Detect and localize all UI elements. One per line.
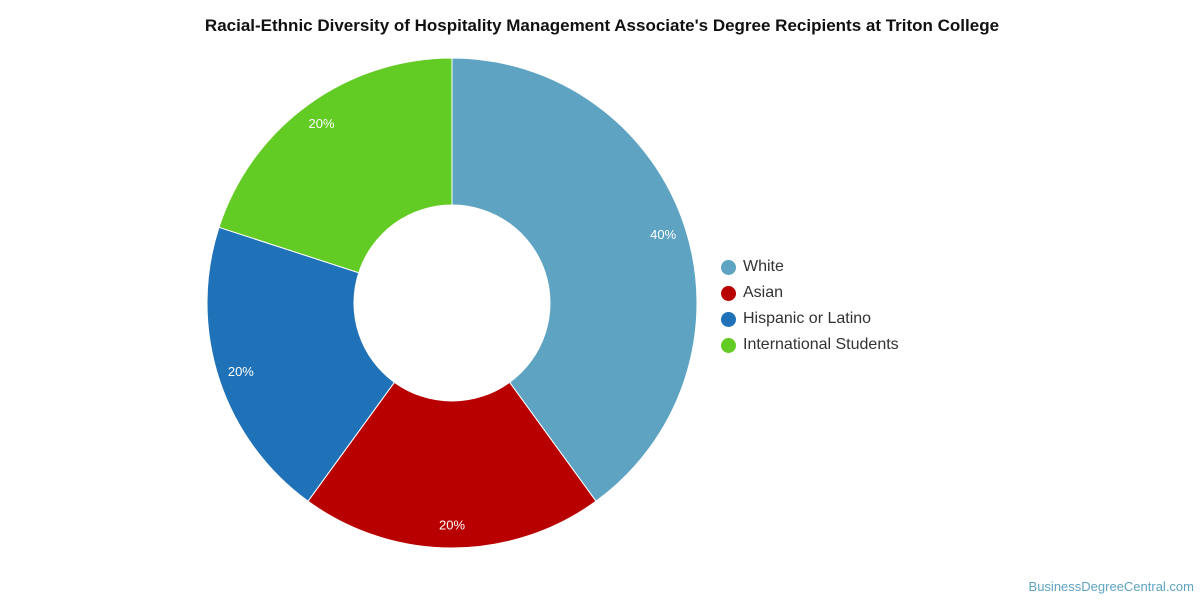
legend-item[interactable]: White xyxy=(721,254,899,280)
legend: White Asian Hispanic or Latino Internationa… xyxy=(721,254,899,358)
slice-label: 20% xyxy=(308,116,334,131)
slice-asian[interactable] xyxy=(307,381,597,549)
legend-swatch xyxy=(721,311,736,327)
slice-international-students[interactable] xyxy=(218,57,453,274)
legend-swatch xyxy=(721,285,736,301)
slice-hispanic-or-latino[interactable] xyxy=(206,226,396,502)
legend-swatch xyxy=(721,259,736,275)
chart-title: Racial-Ethnic Diversity of Hospitality M… xyxy=(204,16,1000,35)
legend-label: International Students xyxy=(743,336,899,353)
legend-item[interactable]: Asian xyxy=(721,280,899,306)
legend-label: Hispanic or Latino xyxy=(743,310,872,327)
slice-label: 20% xyxy=(439,518,465,533)
legend-item[interactable]: International Students xyxy=(721,332,899,358)
source-credit[interactable]: BusinessDegreeCentral.com xyxy=(1028,579,1194,594)
slice-label: 40% xyxy=(650,227,676,242)
legend-item[interactable]: Hispanic or Latino xyxy=(721,306,899,332)
legend-label: White xyxy=(743,258,784,275)
slice-label: 20% xyxy=(228,364,254,379)
legend-swatch xyxy=(721,337,736,353)
legend-label: Asian xyxy=(743,284,784,301)
slice-white[interactable] xyxy=(451,57,698,502)
